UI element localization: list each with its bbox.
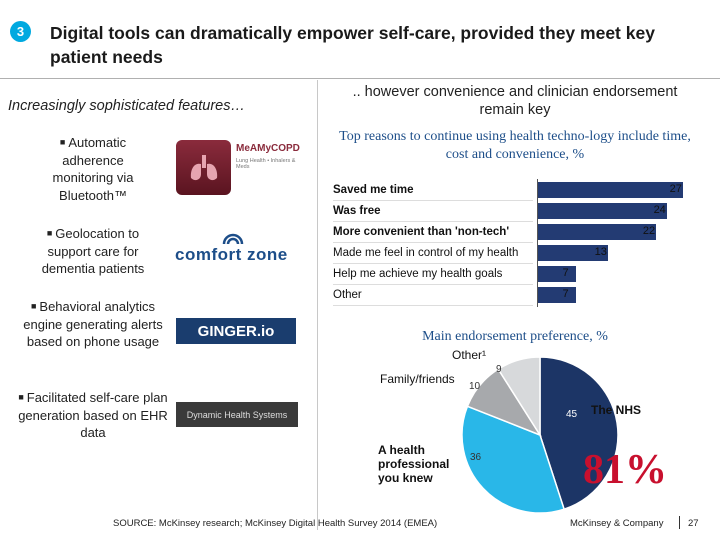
bullet-icon: ■ [30,301,37,311]
comfort-zone-logo: comfort zone [175,232,300,272]
bar [538,224,656,240]
company-name: McKinsey & Company [570,518,664,529]
right-subtitle: .. however convenience and clinician end… [352,84,678,118]
bar-value: 13 [594,246,607,258]
bar [538,266,576,282]
feature-label: Facilitated self-care plan generation ba… [18,390,168,440]
bar-value: 24 [653,204,666,216]
pie-slice [497,356,541,438]
section-number-badge: 3 [10,21,31,42]
logo-wordmark: MeAMyCOPD [236,143,300,154]
bar [538,287,576,303]
dynamic-health-systems-logo: Dynamic Health Systems [176,402,298,427]
bullet-icon: ■ [46,228,53,238]
feature-item-selfcare: ■ Facilitated self-care plan generation b… [18,389,168,442]
row-separator [333,263,533,264]
pie-slice [461,405,566,514]
feature-label: Automatic adherence monitoring via Bluet… [52,135,134,203]
row-separator [333,200,533,201]
row-separator [333,305,533,306]
page-title: Digital tools can dramatically empower s… [50,23,655,67]
feature-item-geolocation: ■ Geolocation to support care for dementi… [28,225,158,278]
feature-item-behavioral: ■ Behavioral analytics engine generating … [18,298,168,351]
pie-chart [461,356,619,514]
bar [538,245,608,261]
highlight-percentage: 81% [583,447,667,493]
logo-wordmark: comfort zone [175,245,288,264]
pie-chart-title: Main endorsement preference, % [422,329,608,344]
mymycopd-logo: MeAMyCOPD Lung Health • Inhalers & Meds [176,140,301,195]
bar-label: Other [333,289,362,301]
pie-slice-label: The NHS [591,403,642,417]
bar-value: 27 [669,183,682,195]
bar-axis [537,179,538,307]
bar-label: Saved me time [333,184,414,196]
pie-slice [539,356,619,511]
left-subtitle: Increasingly sophisticated features… [8,98,245,114]
bar-value: 22 [642,225,656,237]
row-separator [333,242,533,243]
footer-separator [679,516,680,529]
bar-value: 7 [562,288,569,300]
feature-item-adherence: ■ Automatic adherence monitoring via Blue… [38,134,148,204]
signal-icon [222,233,244,245]
header-divider [0,78,720,79]
ginger-io-logo: GINGER.io [176,318,296,344]
pie-slice-value: 36 [470,452,482,463]
pie-slice-label: A health professional you knew [378,443,450,485]
row-separator [333,221,533,222]
row-separator [333,284,533,285]
column-divider [317,80,318,530]
pie-slice-value: 9 [496,364,502,375]
source-note: SOURCE: McKinsey research; McKinsey Digi… [113,518,438,529]
pie-slice-value: 10 [469,381,481,392]
bar-label: Help me achieve my health goals [333,268,503,280]
logo-caption: Lung Health • Inhalers & Meds [236,158,296,170]
bar-label: More convenient than 'non-tech' [333,226,510,238]
bar-value: 7 [562,267,569,279]
bar-label: Made me feel in control of my health [333,247,519,259]
bar-label: Was free [333,205,381,217]
bar-chart-title: Top reasons to continue using health tec… [339,129,691,162]
bar [538,182,683,198]
logo-wordmark: GINGER.io [197,322,275,340]
feature-label: Behavioral analytics engine generating a… [23,299,163,349]
pie-slice-label: Other¹ [452,348,487,362]
bar [538,203,667,219]
feature-label: Geolocation to support care for dementia… [41,226,145,276]
lungs-icon [176,140,231,195]
pie-slice-value: 45 [566,409,578,420]
bullet-icon: ■ [59,137,66,147]
logo-wordmark: Dynamic Health Systems [186,409,288,420]
pie-slice-label: Family/friends [380,372,455,386]
bullet-icon: ■ [18,392,24,402]
page-number: 27 [688,518,699,529]
